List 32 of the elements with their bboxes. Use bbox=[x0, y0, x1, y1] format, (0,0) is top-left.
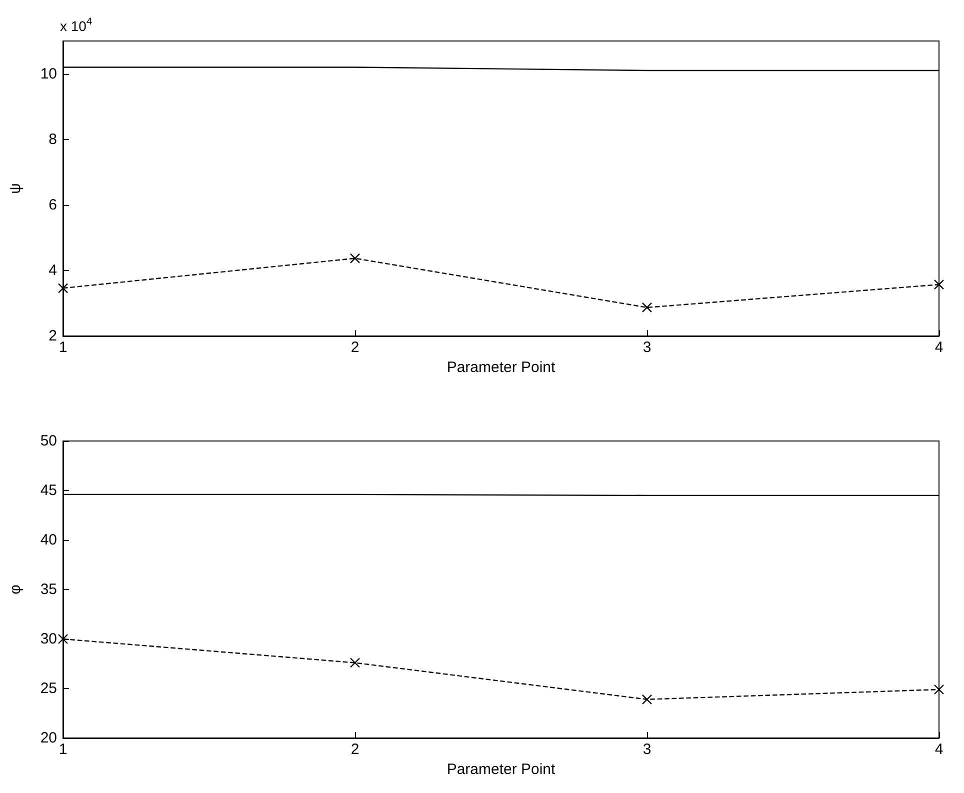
x-tick-label: 3 bbox=[642, 741, 652, 758]
y-axis-title: ψ bbox=[7, 183, 24, 194]
x-axis-title: Parameter Point bbox=[446, 760, 556, 778]
point bbox=[350, 658, 360, 668]
point bbox=[58, 283, 68, 294]
y-axis-title: φ bbox=[7, 584, 24, 594]
y-tick-label: 50 bbox=[40, 432, 57, 450]
y-tick-label: 8 bbox=[48, 130, 57, 148]
x-tick-label: 2 bbox=[350, 339, 360, 356]
y-tick-label: 30 bbox=[40, 630, 57, 648]
y-tick-label: 2 bbox=[48, 328, 57, 344]
y-tick-label: 10 bbox=[40, 65, 57, 82]
x-tick-label: 1 bbox=[58, 339, 68, 356]
x-tick-label: 4 bbox=[934, 741, 944, 758]
x-tick-label: 4 bbox=[934, 339, 944, 356]
y-tick-label: 6 bbox=[48, 196, 57, 214]
y-tick-label: 40 bbox=[40, 532, 57, 548]
y-tick-label: 4 bbox=[48, 262, 57, 279]
point bbox=[642, 302, 652, 313]
point bbox=[934, 279, 944, 290]
y-tick-label: 20 bbox=[40, 730, 57, 746]
x-axis-title: Parameter Point bbox=[446, 358, 556, 376]
x-tick-label: 2 bbox=[350, 741, 360, 758]
y-tick-label: 35 bbox=[40, 581, 57, 598]
point bbox=[642, 694, 652, 704]
point bbox=[58, 634, 68, 644]
point bbox=[934, 684, 944, 695]
point bbox=[350, 253, 360, 264]
x-tick-label: 1 bbox=[58, 741, 68, 758]
x-tick-label: 3 bbox=[642, 339, 652, 356]
y-tick-label: 25 bbox=[40, 680, 57, 697]
y-tick-label: 45 bbox=[40, 482, 57, 499]
